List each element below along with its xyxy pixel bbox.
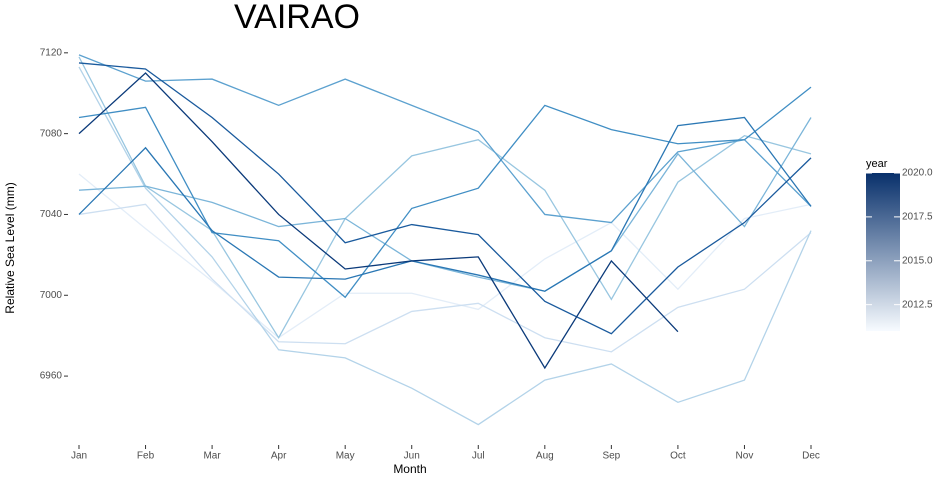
x-tick-label: Sep: [602, 451, 620, 462]
chart-title: VAIRAO: [234, 0, 360, 36]
series-line: [78, 66, 812, 426]
x-tick-label: Dec: [802, 451, 820, 462]
x-tick-label: Jun: [404, 451, 420, 462]
series-line: [78, 62, 812, 335]
x-tick-label: Jan: [71, 451, 87, 462]
legend-tick-label: 2020.0: [902, 168, 933, 179]
x-tick-label: Mar: [203, 451, 221, 462]
x-tick-label: Aug: [536, 451, 554, 462]
y-tick-label: 7080: [40, 128, 63, 139]
series-line: [78, 54, 812, 224]
x-tick-label: May: [336, 451, 355, 462]
legend-title: year: [866, 158, 888, 170]
legend-tick-label: 2012.5: [902, 299, 933, 310]
x-tick-label: Feb: [137, 451, 155, 462]
x-tick-label: Apr: [271, 451, 287, 462]
series-line: [78, 86, 812, 299]
y-tick-label: 7040: [40, 209, 63, 220]
series-line: [78, 116, 812, 292]
legend-tick-label: 2017.5: [902, 212, 933, 223]
series-line: [78, 173, 812, 339]
series-line: [78, 72, 679, 370]
y-tick-label: 7120: [40, 47, 63, 58]
series-line: [78, 56, 812, 339]
x-tick-label: Nov: [736, 451, 754, 462]
legend-tick-label: 2015.0: [902, 255, 933, 266]
y-tick-label: 6960: [40, 371, 63, 382]
x-axis-title: Month: [393, 462, 426, 476]
y-axis-title: Relative Sea Level (mm): [3, 182, 17, 313]
y-tick-label: 7000: [40, 290, 63, 301]
series-line: [78, 203, 812, 353]
series-line: [78, 117, 812, 292]
x-tick-label: Oct: [670, 451, 686, 462]
x-tick-label: Jul: [472, 451, 485, 462]
colorbar: [866, 173, 900, 331]
